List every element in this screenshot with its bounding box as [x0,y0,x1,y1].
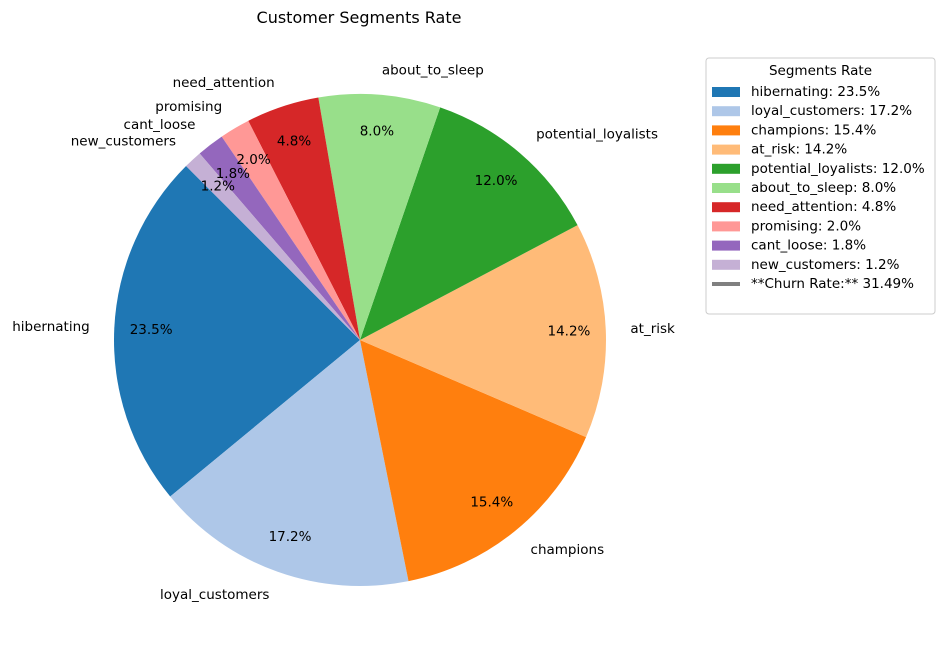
slice-percent-cant_loose: 1.8% [216,166,250,182]
slice-percent-new_customers: 1.2% [201,179,235,195]
legend-swatch-about_to_sleep [712,183,740,193]
pie-slices [114,94,606,586]
slice-percent-labels: 23.5% 17.2% 15.4% 14.2% 12.0% 8.0% 4.8% 2.0%1.8… [130,124,591,545]
slice-labels: hibernating loyal_customers champions at_ri… [12,62,675,603]
pie-slice-potential_loyalists [360,107,578,341]
slice-percent-loyal_customers: 17.2% [269,529,312,545]
legend-swatch-potential_loyalists [712,163,740,174]
legend-label-loyal_customers: loyal_customers: 17.2% [751,103,912,119]
pie-slice-at_risk [360,225,606,438]
slice-label-cant_loose: cant_loose [124,117,196,133]
legend-label-champions: champions: 15.4% [751,122,876,138]
slice-percent-hibernating: 23.5% [130,322,173,338]
slice-label-potential_loyalists: potential_loyalists [536,127,658,143]
legend-label-churn-rate: **Churn Rate:** 31.49% [751,276,914,292]
slice-label-loyal_customers: loyal_customers [160,587,269,603]
slice-label-champions: champions [531,542,605,558]
legend-swatch-hibernating [712,87,740,97]
legend-label-at_risk: at_risk: 14.2% [751,142,847,158]
legend-label-about_to_sleep: about_to_sleep: 8.0% [751,180,896,196]
pie-slice-champions [360,340,587,582]
legend-swatch-promising [712,221,740,232]
legend-title: Segments Rate [769,63,872,79]
legend-label-new_customers: new_customers: 1.2% [751,257,900,273]
pie-slice-promising [221,120,360,340]
chart-title: Customer Segments Rate [257,8,462,27]
legend-swatch-at_risk [712,144,740,155]
legend-label-cant_loose: cant_loose: 1.8% [751,238,866,254]
legend-swatch-cant_loose [712,240,740,251]
slice-label-promising: promising [155,99,222,115]
legend-label-potential_loyalists: potential_loyalists: 12.0% [751,161,925,177]
legend-swatch-new_customers [712,259,740,270]
slice-percent-at_risk: 14.2% [547,324,590,340]
legend-items: hibernating: 23.5% loyal_customers: 17.2%… [712,84,925,292]
slice-label-new_customers: new_customers [71,134,176,150]
slice-percent-potential_loyalists: 12.0% [475,173,518,189]
legend-label-promising: promising: 2.0% [751,218,861,234]
slice-label-at_risk: at_risk [630,321,675,337]
pie-slice-hibernating [114,166,360,497]
slice-percent-champions: 15.4% [470,494,513,510]
legend-swatch-champions [712,125,740,136]
slice-percent-about_to_sleep: 8.0% [360,124,394,140]
pie-slice-cant_loose [199,136,360,340]
pie-slice-about_to_sleep [318,94,441,340]
slice-label-about_to_sleep: about_to_sleep [382,62,484,78]
slice-label-hibernating: hibernating [12,319,90,335]
slice-label-need_attention: need_attention [173,75,275,91]
legend: Segments Rate hibernating: 23.5% loyal_cu… [705,57,936,315]
slice-percent-promising: 2.0% [236,152,270,168]
legend-label-need_attention: need_attention: 4.8% [751,199,896,215]
slice-percent-need_attention: 4.8% [277,134,311,150]
legend-label-hibernating: hibernating: 23.5% [751,84,880,100]
legend-swatch-need_attention [712,202,740,213]
pie-slice-need_attention [248,97,360,340]
pie-slice-loyal_customers [170,340,409,586]
legend-frame [705,57,936,315]
pie-slice-new_customers [186,153,360,340]
legend-swatch-loyal_customers [712,106,740,117]
